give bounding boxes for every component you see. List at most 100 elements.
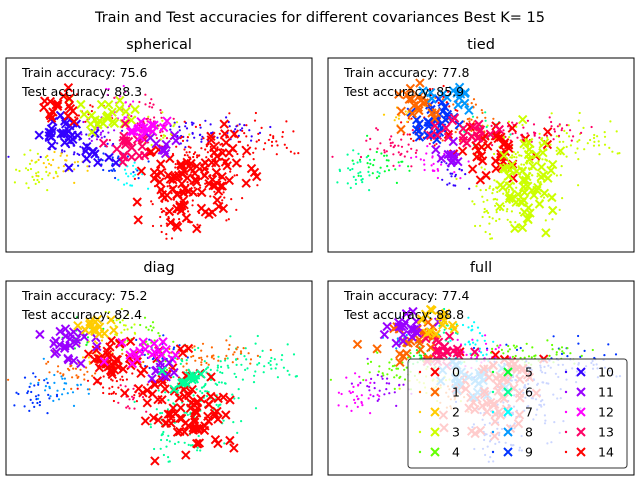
data-point	[192, 152, 195, 156]
cluster-mark	[148, 413, 159, 423]
data-point	[464, 343, 467, 346]
cluster-mark	[153, 415, 163, 425]
data-point	[39, 155, 42, 159]
cluster-mark	[396, 124, 406, 135]
cluster-mark	[132, 354, 142, 364]
data-point	[137, 177, 140, 180]
data-point	[32, 372, 35, 375]
data-point	[592, 136, 596, 140]
data-point	[582, 126, 585, 129]
data-point	[367, 154, 370, 157]
cluster-mark	[85, 119, 96, 129]
cluster-mark	[109, 325, 119, 336]
cluster-mark	[150, 456, 160, 466]
data-point	[86, 165, 89, 168]
data-point	[351, 159, 354, 162]
cluster-mark	[127, 142, 137, 153]
cluster-mark	[473, 145, 484, 156]
data-point	[30, 390, 33, 394]
data-point	[379, 166, 382, 169]
data-point	[73, 151, 76, 154]
data-point	[507, 344, 510, 348]
data-point	[513, 155, 516, 159]
legend-x-marker	[430, 387, 440, 397]
data-point	[497, 346, 500, 349]
legend-dot	[564, 410, 568, 414]
data-point	[352, 385, 355, 388]
legend-label: 3	[452, 425, 460, 440]
cluster-mark	[394, 89, 404, 100]
data-point	[160, 207, 163, 211]
data-point	[392, 146, 395, 149]
data-point	[559, 174, 562, 177]
data-point	[502, 129, 505, 132]
data-point	[392, 153, 395, 156]
data-point	[355, 395, 359, 398]
data-point	[222, 419, 225, 422]
cluster-mark	[175, 403, 186, 413]
data-point	[200, 147, 203, 150]
cluster-mark	[379, 329, 390, 340]
data-point	[498, 208, 502, 211]
data-point	[86, 336, 90, 339]
data-point	[474, 354, 477, 357]
data-point	[245, 135, 248, 138]
cluster-mark	[528, 161, 538, 172]
cluster-mark	[534, 199, 545, 209]
legend-dot	[418, 410, 422, 414]
cluster-mark	[440, 308, 451, 319]
data-point	[470, 356, 473, 359]
legend-entry: 1	[418, 385, 460, 400]
data-point	[478, 350, 481, 353]
data-point	[23, 153, 26, 156]
data-point	[254, 370, 257, 373]
data-point	[129, 184, 132, 187]
data-point	[400, 138, 403, 141]
cluster-mark	[206, 135, 216, 145]
data-point	[108, 169, 111, 172]
data-point	[159, 447, 162, 450]
cluster-mark	[523, 214, 533, 225]
data-point	[388, 382, 391, 385]
data-point	[467, 160, 470, 163]
data-point	[369, 162, 372, 165]
cluster-mark	[71, 338, 81, 349]
data-point	[37, 175, 40, 178]
data-point	[239, 129, 242, 132]
data-point	[124, 324, 127, 327]
data-point	[126, 405, 130, 408]
data-point	[530, 356, 533, 359]
cluster-mark	[432, 130, 443, 141]
data-point	[143, 316, 147, 319]
data-point	[122, 324, 126, 327]
cluster-mark	[525, 208, 535, 218]
data-point	[221, 371, 224, 375]
data-point	[546, 339, 549, 342]
data-point	[493, 152, 496, 156]
cluster-mark	[92, 341, 102, 352]
data-point	[337, 404, 340, 407]
data-point	[443, 307, 446, 311]
cluster-mark	[113, 362, 123, 372]
data-point	[350, 409, 353, 412]
data-point	[181, 135, 184, 138]
data-point	[565, 155, 568, 158]
data-point	[331, 155, 334, 158]
cluster-mark	[133, 123, 144, 133]
data-point	[484, 188, 488, 192]
data-point	[111, 169, 114, 172]
data-point	[526, 119, 530, 122]
data-point	[128, 398, 131, 401]
legend-entry: 3	[418, 425, 460, 440]
data-point	[27, 168, 30, 172]
data-point	[476, 339, 479, 342]
data-point	[367, 166, 370, 169]
data-point	[270, 144, 274, 147]
data-point	[224, 359, 227, 362]
data-point	[31, 175, 34, 178]
data-point	[399, 375, 402, 378]
data-point	[165, 237, 168, 240]
data-point	[196, 446, 199, 449]
data-point	[516, 136, 519, 139]
data-point	[391, 365, 394, 368]
